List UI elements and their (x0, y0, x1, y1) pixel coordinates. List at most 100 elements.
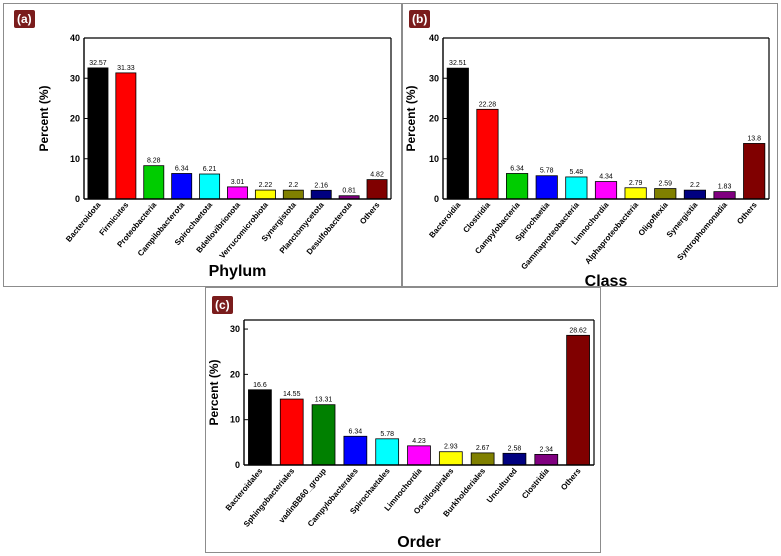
x-axis-title: Phylum (209, 263, 267, 280)
value-label-5: 4.23 (412, 438, 426, 445)
value-label-1: 31.33 (117, 65, 135, 72)
category-label-9: Clostridia (520, 466, 551, 500)
bar-8 (310, 189, 332, 200)
category-label-9: Syntrophomonadia (675, 200, 729, 262)
bar-3 (171, 173, 193, 200)
value-label-10: 13.8 (747, 135, 761, 142)
value-label-1: 22.28 (479, 101, 497, 108)
value-label-5: 3.01 (231, 179, 245, 186)
category-label-8: Uncultured (485, 466, 519, 504)
bar-10 (366, 179, 388, 200)
bar-4 (375, 438, 400, 466)
bar-1 (476, 108, 499, 200)
bar-0 (248, 389, 272, 466)
bar-6 (438, 451, 463, 466)
category-label-10: Others (735, 200, 759, 226)
category-label-10: Others (559, 466, 583, 492)
bar-5 (227, 186, 248, 200)
value-label-9: 1.83 (718, 184, 732, 191)
value-label-2: 8.28 (147, 158, 161, 165)
category-label-1: Clostridia (461, 200, 492, 234)
bar-1 (115, 72, 137, 200)
bar-2 (311, 404, 336, 466)
value-label-2: 6.34 (510, 165, 524, 172)
value-label-4: 5.48 (570, 169, 584, 176)
class-chart-panel: (b) 32.51 Bacteroidia 22.28 Clostridia 6.34 C… (402, 3, 778, 288)
value-label-2: 13.31 (315, 397, 333, 404)
value-label-0: 32.57 (89, 60, 107, 67)
value-label-4: 5.78 (380, 431, 394, 438)
value-label-9: 0.81 (342, 188, 356, 195)
value-label-9: 2.34 (539, 446, 553, 453)
bar-5 (594, 181, 618, 200)
value-label-8: 2.58 (508, 445, 522, 452)
category-label-0: Bacteroidia (427, 200, 462, 240)
value-label-0: 16.6 (253, 382, 267, 389)
y-tick-label-4: 40 (70, 33, 80, 43)
value-label-8: 2.16 (314, 182, 328, 189)
bar-0 (446, 67, 469, 200)
bar-4 (565, 176, 588, 200)
bar-6 (624, 187, 647, 200)
panel-badge: (a) (14, 10, 35, 28)
value-label-7: 2.2 (288, 182, 298, 189)
panel-badge: (c) (212, 296, 233, 314)
y-tick-label-0: 0 (434, 194, 439, 204)
y-tick-label-1: 10 (429, 154, 439, 164)
value-label-3: 6.34 (175, 165, 189, 172)
value-label-8: 2.2 (690, 182, 700, 189)
category-label-10: Others (358, 200, 382, 226)
bar-6 (254, 189, 276, 200)
bar-3 (343, 435, 368, 466)
bar-2 (143, 165, 165, 200)
category-label-6: Verrucomicrobiota (218, 200, 271, 260)
value-label-0: 32.51 (449, 60, 467, 67)
y-tick-label-3: 30 (230, 324, 240, 334)
phylum-chart-panel: (a) 32.57 Bacteroidota 31.33 Firmicutes 8.28… (3, 3, 402, 287)
y-tick-label-2: 20 (230, 369, 240, 379)
value-label-6: 2.22 (259, 182, 273, 189)
bar-1 (279, 398, 304, 466)
bar-9 (713, 191, 736, 200)
value-label-4: 6.21 (203, 166, 217, 173)
y-tick-label-3: 30 (429, 73, 439, 83)
y-axis-title: Percent (%) (37, 85, 51, 151)
bar-2 (506, 173, 529, 200)
value-label-5: 4.34 (599, 174, 613, 181)
value-label-7: 2.59 (658, 181, 672, 188)
bar-0 (87, 67, 109, 200)
category-label-6: Alphaproteobacteria (583, 200, 640, 266)
y-tick-label-4: 40 (429, 33, 439, 43)
y-tick-label-2: 20 (70, 114, 80, 124)
order-bar-chart: 16.6Bacteroidales14.55Sphingobacteriales… (207, 319, 595, 551)
y-tick-label-1: 10 (70, 154, 80, 164)
bar-3 (535, 175, 558, 200)
bar-7 (470, 452, 495, 466)
bar-8 (683, 189, 706, 200)
bar-4 (199, 173, 221, 200)
value-label-6: 2.79 (629, 180, 643, 187)
phylum-bar-chart: 32.57Bacteroidota31.33Firmicutes8.28Prot… (37, 33, 392, 280)
bar-7 (282, 189, 304, 200)
y-tick-label-1: 10 (230, 415, 240, 425)
panel-badge: (b) (409, 10, 431, 28)
bar-7 (654, 188, 677, 200)
bar-9 (534, 453, 559, 466)
bar-5 (407, 445, 431, 466)
value-label-6: 2.93 (444, 444, 458, 451)
y-tick-label-2: 20 (429, 114, 439, 124)
bar-10 (743, 143, 766, 200)
y-tick-label-0: 0 (235, 460, 240, 470)
y-axis-title: Percent (%) (207, 359, 221, 425)
value-label-10: 28.62 (569, 327, 587, 334)
order-chart-panel: (c) 16.6 Bacteroidales 14.55 Sphingobacteri… (205, 287, 601, 553)
bar-8 (502, 452, 527, 466)
x-axis-title: Order (397, 534, 441, 551)
value-label-3: 6.34 (349, 428, 363, 435)
category-label-0: Bacteroidota (64, 200, 103, 244)
bar-10 (566, 334, 590, 466)
y-tick-label-0: 0 (75, 194, 80, 204)
y-axis-title: Percent (%) (404, 85, 418, 151)
x-axis-title: Class (585, 273, 628, 288)
value-label-7: 2.67 (476, 445, 490, 452)
